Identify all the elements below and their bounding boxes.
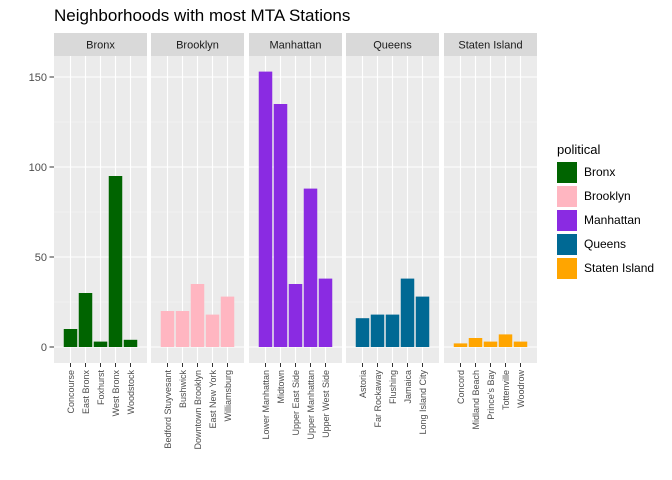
legend-item: Queens: [557, 232, 654, 256]
x-tick-label: Far Rockaway: [373, 370, 383, 428]
bar[interactable]: [513, 341, 528, 347]
chart-title: Neighborhoods with most MTA Stations: [54, 6, 351, 25]
x-tick-label: Concord: [456, 370, 466, 404]
facet-strip: [444, 33, 537, 56]
bar[interactable]: [123, 339, 138, 347]
x-tick-label: Long Island City: [418, 370, 428, 435]
y-tick-label: 100: [29, 162, 47, 174]
facet-strip: [151, 33, 244, 56]
x-tick-label: Jamaica: [403, 370, 413, 404]
legend-label: Staten Island: [584, 261, 655, 275]
bar[interactable]: [318, 278, 333, 347]
bar[interactable]: [468, 338, 483, 347]
bar[interactable]: [108, 176, 123, 347]
x-tick-label: Concourse: [66, 370, 76, 414]
legend-key: [557, 209, 577, 231]
bar[interactable]: [370, 314, 385, 347]
bar[interactable]: [93, 341, 108, 347]
legend-label: Brooklyn: [584, 189, 631, 203]
bar[interactable]: [205, 314, 220, 347]
legend-item: Brooklyn: [557, 184, 654, 208]
facet-strip-label: Manhattan: [270, 40, 322, 52]
x-tick-label: Tottenville: [501, 370, 511, 410]
bar[interactable]: [288, 284, 303, 347]
bar[interactable]: [400, 278, 415, 347]
x-tick-label: Williamsburg: [223, 370, 233, 422]
facet-strip-label: Brooklyn: [176, 40, 219, 52]
x-tick-label: Woodstock: [126, 370, 136, 415]
legend-key: [557, 185, 577, 207]
bar[interactable]: [258, 71, 273, 347]
bar[interactable]: [453, 343, 468, 347]
x-tick-label: Midland Beach: [471, 370, 481, 430]
bar[interactable]: [385, 314, 400, 347]
legend-label: Manhattan: [584, 213, 641, 227]
legend: political Bronx Brooklyn Manhattan Queens St…: [557, 142, 654, 280]
legend-item: Staten Island: [557, 256, 654, 280]
bar[interactable]: [190, 284, 205, 347]
y-tick-label: 50: [35, 252, 47, 264]
x-tick-label: East Bronx: [81, 370, 91, 415]
x-tick-label: Flushing: [388, 370, 398, 404]
x-tick-label: Bushwick: [178, 370, 188, 409]
x-tick-label: Upper West Side: [321, 370, 331, 438]
x-tick-label: Prince's Bay: [486, 370, 496, 420]
facet-strip: [54, 33, 147, 56]
bar[interactable]: [483, 341, 498, 347]
bar[interactable]: [273, 104, 288, 347]
bar[interactable]: [355, 318, 370, 347]
bar[interactable]: [63, 329, 78, 347]
x-tick-label: Midtown: [276, 370, 286, 404]
legend-key: [557, 161, 577, 183]
x-tick-label: Foxhurst: [96, 370, 106, 406]
bar[interactable]: [220, 296, 235, 347]
legend-label: Bronx: [584, 165, 616, 179]
bar[interactable]: [303, 188, 318, 347]
facet-strip-label: Bronx: [86, 40, 115, 52]
x-tick-label: Lower Manhattan: [261, 370, 271, 440]
x-tick-label: Upper Manhattan: [306, 370, 316, 440]
legend-title: political: [557, 142, 601, 157]
x-tick-label: Upper East Side: [291, 370, 301, 436]
legend-key: [557, 257, 577, 279]
legend-items: Bronx Brooklyn Manhattan Queens Staten Islan…: [557, 160, 654, 280]
facet-strip-label: Queens: [373, 40, 412, 52]
y-tick-label: 0: [41, 342, 47, 354]
bar[interactable]: [78, 293, 93, 347]
legend-item: Manhattan: [557, 208, 654, 232]
bar[interactable]: [498, 334, 513, 347]
x-tick-label: Woodrow: [516, 370, 526, 408]
x-tick-label: Astoria: [358, 370, 368, 398]
legend-label: Queens: [584, 237, 627, 251]
facet-strip: [249, 33, 342, 56]
legend-key: [557, 233, 577, 255]
x-tick-label: Bedford Stuyvesant: [163, 370, 173, 449]
bar[interactable]: [175, 311, 190, 347]
facet-strip: [346, 33, 439, 56]
bar[interactable]: [415, 296, 430, 347]
bar[interactable]: [160, 311, 175, 347]
x-tick-label: West Bronx: [111, 370, 121, 417]
y-tick-label: 150: [29, 72, 47, 84]
legend-item: Bronx: [557, 160, 654, 184]
x-tick-label: Downtown Brooklyn: [193, 370, 203, 450]
x-tick-label: East New York: [208, 370, 218, 429]
facet-strip-label: Staten Island: [458, 40, 522, 52]
